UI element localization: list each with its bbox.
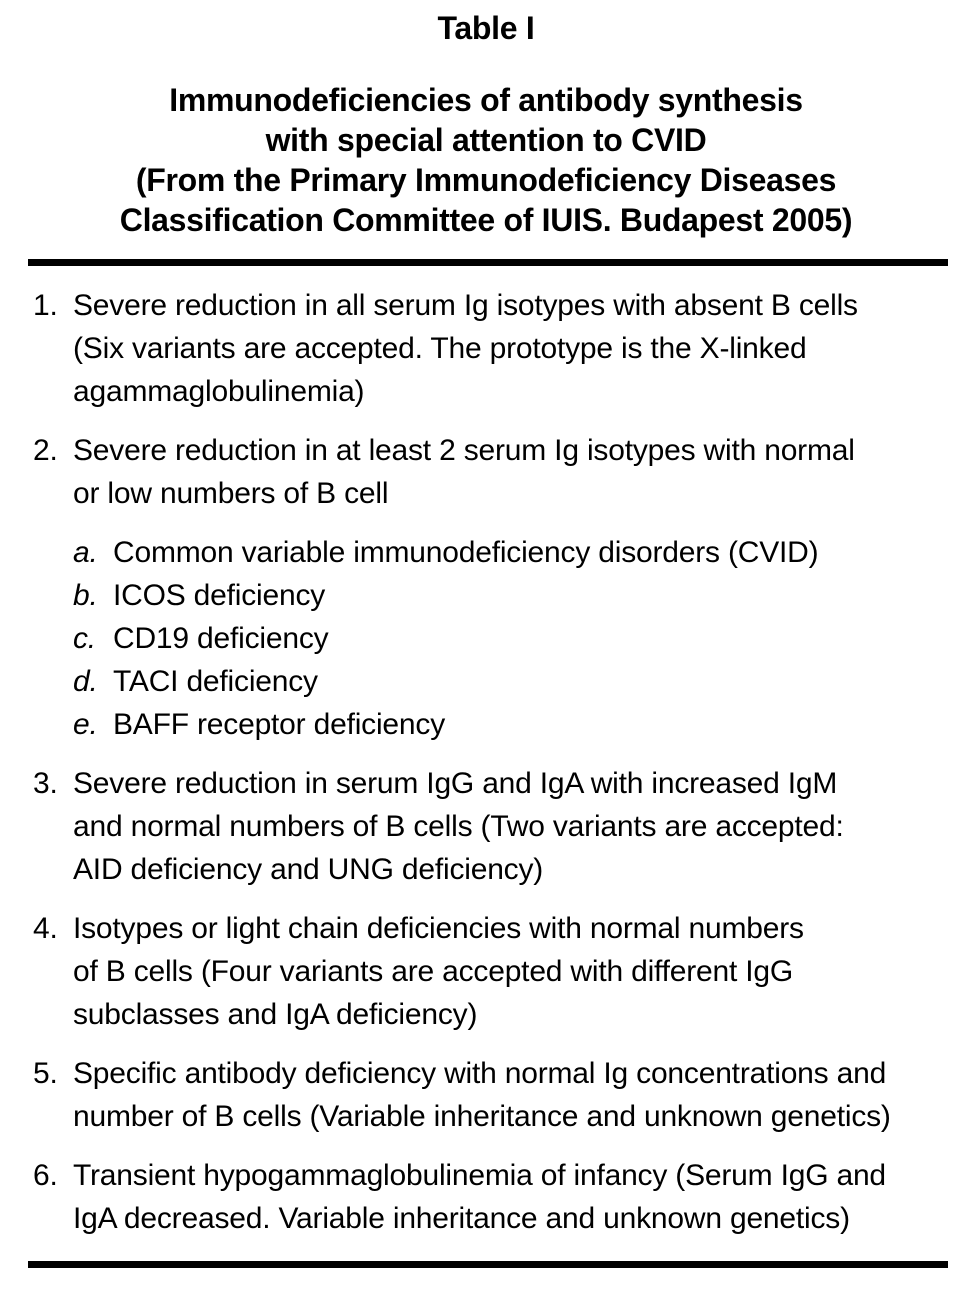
top-rule	[28, 259, 948, 266]
sub-item-marker: e.	[73, 708, 98, 741]
list-item-2: 2. Severe reduction in at least 2 serum …	[0, 429, 972, 515]
table-title: Immunodeficiencies of antibody synthesis…	[119, 82, 853, 238]
item-marker: 3.	[33, 767, 58, 800]
sub-item-text: TACI deficiency	[113, 665, 318, 698]
list-item-4: 4. Isotypes or light chain deficiencies …	[0, 907, 972, 1036]
list-item-6: 6. Transient hypogammaglobulinemia of in…	[0, 1154, 972, 1240]
bottom-rule	[28, 1261, 948, 1268]
item-marker: 1.	[33, 289, 58, 322]
item-text: Specific antibody deficiency with normal…	[73, 1057, 891, 1133]
table-label: Table I	[437, 10, 535, 46]
item-marker: 6.	[33, 1159, 58, 1192]
sub-item-text: BAFF receptor deficiency	[113, 708, 445, 741]
item-marker: 4.	[33, 912, 58, 945]
sub-item-text: Common variable immunodeficiency disorde…	[113, 536, 819, 569]
sub-item-text: CD19 deficiency	[113, 622, 329, 655]
item-marker: 2.	[33, 434, 58, 467]
sub-item-marker: d.	[73, 665, 98, 698]
sub-list-item-c: c. CD19 deficiency	[0, 617, 972, 660]
sub-list-item-e: e. BAFF receptor deficiency	[0, 703, 972, 746]
numbered-list: 1. Severe reduction in all serum Ig isot…	[0, 284, 972, 1240]
sub-list-item-a: a. Common variable immunodeficiency diso…	[0, 531, 972, 574]
sub-item-marker: c.	[73, 622, 96, 655]
list-item-1: 1. Severe reduction in all serum Ig isot…	[0, 284, 972, 413]
item-text: Transient hypogammaglobulinemia of infan…	[73, 1159, 886, 1235]
sub-item-marker: a.	[73, 536, 98, 569]
sub-item-marker: b.	[73, 579, 98, 612]
item-text: Isotypes or light chain deficiencies wit…	[73, 912, 804, 1031]
item-marker: 5.	[33, 1057, 58, 1090]
list-item-5: 5. Specific antibody deficiency with nor…	[0, 1052, 972, 1138]
sub-item-text: ICOS deficiency	[113, 579, 326, 612]
sub-list-item-b: b. ICOS deficiency	[0, 574, 972, 617]
sub-list: a. Common variable immunodeficiency diso…	[0, 531, 972, 746]
item-text: Severe reduction in serum IgG and IgA wi…	[73, 767, 844, 886]
table-page: Table I Immunodeficiencies of antibody s…	[0, 8, 972, 1298]
item-text: Severe reduction in at least 2 serum Ig …	[73, 434, 855, 510]
sub-list-item-d: d. TACI deficiency	[0, 660, 972, 703]
list-item-3: 3. Severe reduction in serum IgG and IgA…	[0, 762, 972, 891]
item-text: Severe reduction in all serum Ig isotype…	[73, 289, 858, 408]
